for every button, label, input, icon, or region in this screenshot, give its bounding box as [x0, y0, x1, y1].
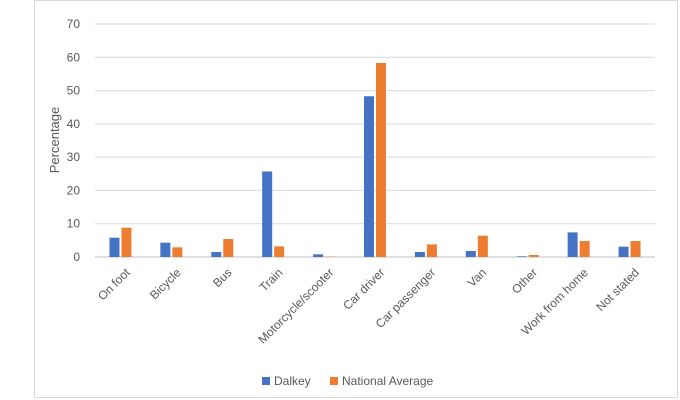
bar-national-average	[579, 241, 590, 257]
bar-national-average	[121, 227, 132, 257]
x-tick-label: Train	[257, 265, 286, 294]
bar-national-average	[630, 241, 641, 257]
y-tick-label: 70	[67, 17, 81, 31]
bar-national-average	[477, 235, 488, 257]
chart-frame	[34, 0, 678, 398]
bar-national-average	[426, 244, 437, 257]
bar-dalkey	[262, 171, 273, 257]
y-tick-label: 60	[67, 50, 81, 64]
x-tick-label: Van	[465, 265, 489, 289]
y-tick-label: 0	[73, 250, 80, 264]
bar-dalkey	[567, 232, 578, 257]
legend: Dalkey National Average	[262, 374, 434, 388]
bars	[109, 62, 641, 257]
y-tick-label: 10	[67, 217, 81, 231]
legend-label: Dalkey	[274, 374, 311, 388]
y-axis-ticks: 0 10 20 30 40 50 60 70	[67, 17, 81, 264]
bar-dalkey	[313, 254, 324, 257]
y-tick-label: 40	[67, 117, 81, 131]
bar-national-average	[274, 246, 285, 257]
bar-dalkey	[211, 252, 222, 257]
x-tick-label: Not stated	[593, 265, 642, 314]
bar-national-average	[528, 255, 539, 257]
bar-national-average	[223, 239, 234, 257]
x-tick-label: Bus	[210, 265, 235, 290]
x-tick-label: On foot	[95, 265, 133, 303]
bar-dalkey	[465, 251, 476, 257]
y-tick-label: 30	[67, 150, 81, 164]
y-tick-label: 20	[67, 183, 81, 197]
x-tick-label: Bicycle	[147, 265, 184, 302]
y-tick-label: 50	[67, 84, 81, 98]
gridlines	[95, 23, 655, 258]
x-axis-ticks: On foot Bicycle Bus TrainMotorcycle/scooter…	[95, 265, 642, 347]
legend-swatch	[262, 377, 270, 385]
bar-dalkey	[364, 96, 374, 257]
x-tick-label: Other	[509, 265, 540, 296]
bar-dalkey	[516, 256, 527, 257]
bar-dalkey	[618, 246, 629, 257]
x-tick-label: Car driver	[340, 265, 387, 312]
legend-label: National Average	[342, 374, 434, 388]
bar-dalkey	[109, 237, 120, 257]
bar-dalkey	[414, 252, 425, 257]
y-axis-title: Percentage	[47, 107, 62, 174]
legend-swatch	[330, 377, 338, 385]
bar-national-average	[172, 247, 183, 257]
bar-national-average	[376, 62, 386, 257]
bar-dalkey	[160, 242, 171, 257]
